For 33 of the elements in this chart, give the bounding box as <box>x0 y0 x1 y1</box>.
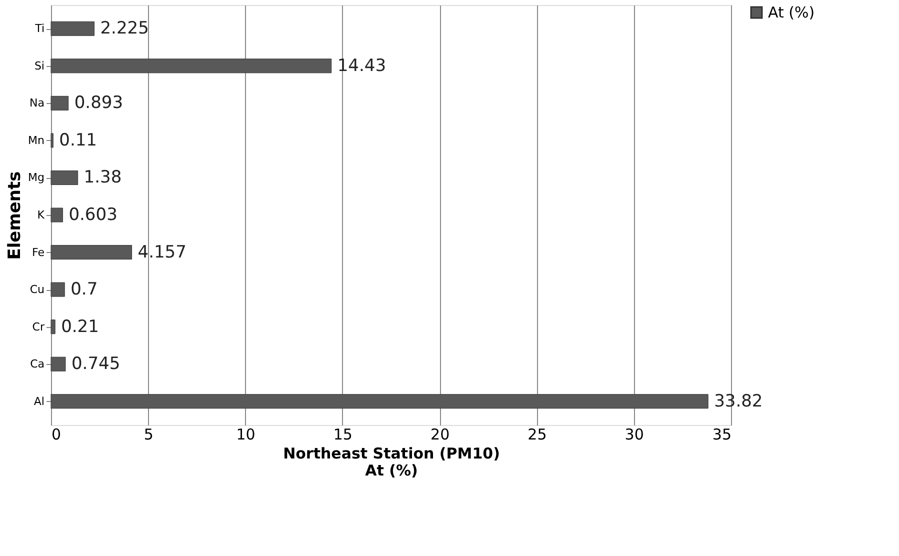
x-tick-label: 25 <box>528 426 547 444</box>
x-tick-label: 5 <box>144 426 154 444</box>
x-tick-label: 20 <box>430 426 450 444</box>
y-tick-label: Ti <box>34 22 44 36</box>
x-tick-label: 0 <box>52 426 62 444</box>
data-label: 14.43 <box>337 56 386 76</box>
y-tick-label: Cr <box>32 320 45 334</box>
y-tick-label: Ca <box>30 358 44 371</box>
data-label: 0.21 <box>61 316 99 337</box>
data-label: 0.603 <box>68 205 118 225</box>
data-label: 1.38 <box>84 168 122 188</box>
y-axis-title: Elements <box>5 171 26 260</box>
data-label: 4.157 <box>138 242 186 262</box>
y-tick-label: K <box>37 208 46 222</box>
y-tick-label: Na <box>30 96 44 110</box>
y-tick-label: Al <box>34 394 44 408</box>
data-label: 0.7 <box>70 280 98 300</box>
data-label: 0.745 <box>71 354 120 374</box>
y-tick-label: Cu <box>30 283 44 296</box>
y-tick-label: Mn <box>28 134 45 147</box>
x-tick-label: 10 <box>236 426 256 444</box>
data-label: 33.82 <box>714 391 763 412</box>
x-tick-label: 30 <box>624 426 644 444</box>
data-label: 2.225 <box>100 18 149 39</box>
y-tick-label: Mg <box>28 171 44 184</box>
x-tick-label: 35 <box>712 426 732 444</box>
y-tick-label: Fe <box>32 246 45 259</box>
data-label: 0.11 <box>59 130 97 150</box>
y-tick-label: Si <box>34 59 44 72</box>
data-label: 0.893 <box>74 93 124 114</box>
x-tick-label: 15 <box>333 426 352 444</box>
legend-label: At (%) <box>768 4 815 22</box>
x-axis-title: Northeast Station (PM10) At (%) <box>283 444 500 480</box>
